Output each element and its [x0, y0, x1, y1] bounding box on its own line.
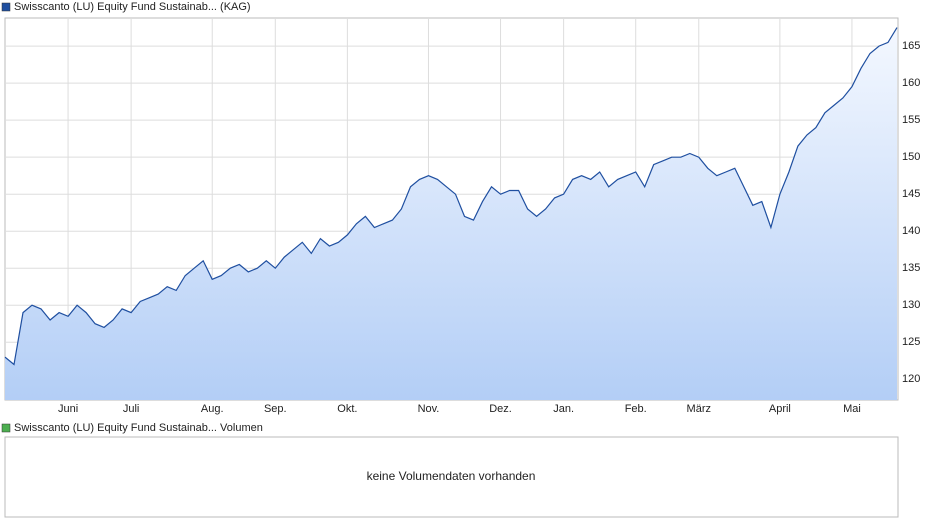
x-tick-label: Nov.: [418, 403, 440, 415]
y-tick-label: 155: [902, 114, 920, 126]
y-tick-label: 150: [902, 151, 920, 163]
legend-swatch: [1, 423, 11, 433]
legend-label: Swisscanto (LU) Equity Fund Sustainab...…: [14, 422, 263, 434]
y-tick-label: 165: [902, 40, 920, 52]
x-tick-label: Feb.: [625, 403, 647, 415]
legend-label: Swisscanto (LU) Equity Fund Sustainab...…: [14, 1, 251, 13]
volume-frame: [4, 436, 899, 518]
x-tick-label: Dez.: [489, 403, 512, 415]
no-data-message: keine Volumendaten vorhanden: [367, 469, 536, 483]
x-tick-label: Okt.: [337, 403, 357, 415]
y-tick-label: 140: [902, 225, 920, 237]
y-tick-label: 125: [902, 336, 920, 348]
x-tick-label: Mai: [843, 403, 861, 415]
y-tick-label: 160: [902, 77, 920, 89]
x-tick-label: Juli: [123, 403, 140, 415]
x-tick-label: April: [769, 403, 791, 415]
x-tick-label: Aug.: [201, 403, 224, 415]
x-tick-label: Sep.: [264, 403, 287, 415]
y-tick-label: 145: [902, 188, 920, 200]
area: [5, 27, 897, 400]
y-tick-label: 120: [902, 373, 920, 385]
y-tick-label: 130: [902, 299, 920, 311]
y-tick-label: 135: [902, 262, 920, 274]
x-tick-label: Jan.: [553, 403, 574, 415]
x-tick-label: Juni: [58, 403, 78, 415]
x-tick-label: März: [687, 403, 711, 415]
legend-swatch: [1, 2, 11, 12]
price-line: [4, 27, 898, 366]
